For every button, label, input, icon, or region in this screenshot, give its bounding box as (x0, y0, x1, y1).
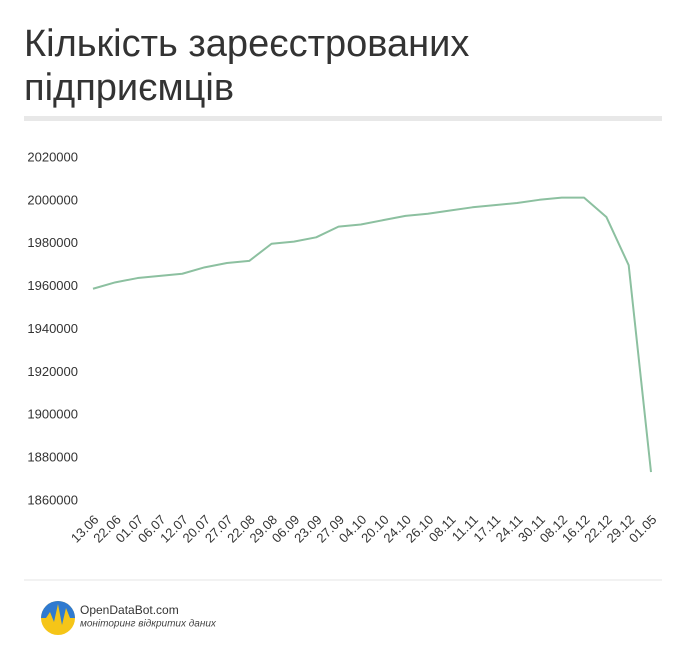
y-tick-label: 2000000 (27, 192, 78, 207)
y-tick-label: 2020000 (27, 149, 78, 164)
y-tick-label: 1940000 (27, 321, 78, 336)
y-tick-label: 1980000 (27, 235, 78, 250)
brand: OpenDataBot.com (80, 603, 179, 617)
top-divider (24, 116, 662, 121)
y-tick-label: 1920000 (27, 364, 78, 379)
logo (41, 601, 75, 635)
y-tick-label: 1960000 (27, 278, 78, 293)
y-tick-label: 1900000 (27, 407, 78, 422)
chart-title: Кількість зареєстрованих підприємців (24, 23, 470, 109)
y-tick-label: 1860000 (27, 492, 78, 507)
tagline: моніторинг відкритих даних (80, 619, 217, 630)
y-tick-label: 1880000 (27, 450, 78, 465)
line (92, 196, 652, 473)
